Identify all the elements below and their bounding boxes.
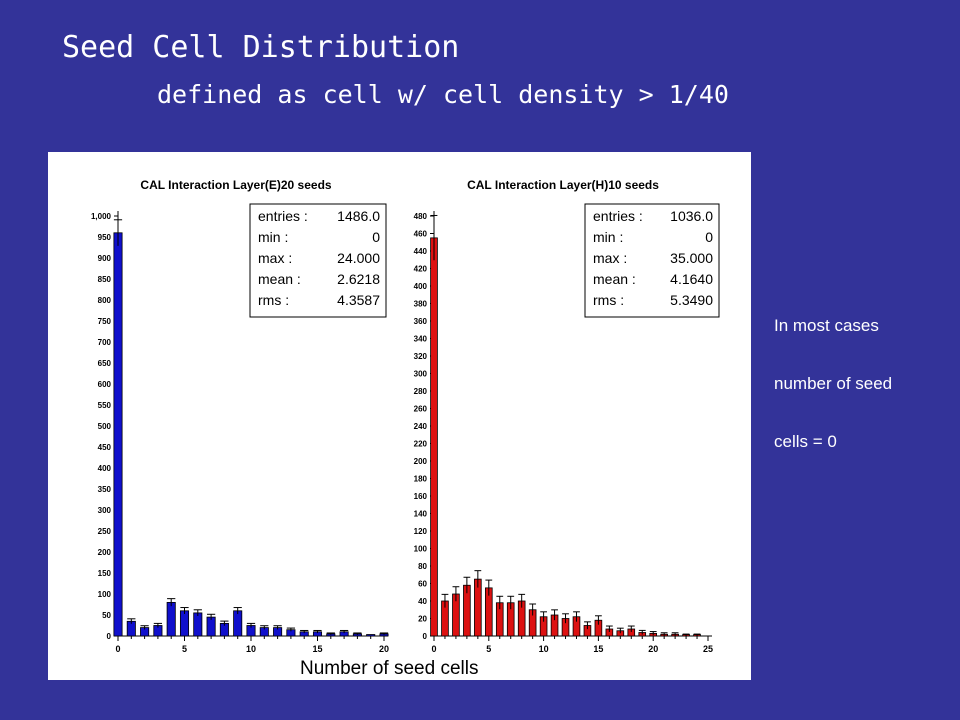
y-tick-label-1-19: 380 [414, 300, 428, 309]
stats-value-1-2: 35.000 [670, 250, 713, 266]
stats-label-0-4: rms : [258, 292, 289, 308]
stats-box-0 [249, 203, 387, 318]
x-axis-label: Number of seed cells [300, 658, 479, 679]
y-tick-label-1-14: 280 [414, 387, 428, 396]
y-tick-label-0-12: 600 [98, 380, 112, 389]
x-tick-label-0-3: 15 [312, 644, 322, 654]
side-note-line-1: In most cases [774, 316, 879, 335]
y-tick-label-1-13: 260 [414, 405, 428, 414]
stats-label-0-0: entries : [258, 208, 308, 224]
y-tick-label-1-1: 20 [418, 615, 427, 624]
stats-value-0-0: 1486.0 [337, 208, 380, 224]
y-tick-label-1-10: 200 [414, 457, 428, 466]
y-tick-label-1-0: 0 [423, 632, 428, 641]
y-tick-label-1-15: 300 [414, 370, 428, 379]
x-tick-label-0-4: 20 [379, 644, 389, 654]
x-tick-label-1-1: 5 [486, 644, 491, 654]
y-tick-label-0-6: 300 [98, 506, 112, 515]
stats-value-1-3: 4.1640 [670, 271, 713, 287]
y-tick-label-0-7: 350 [98, 485, 112, 494]
y-tick-label-1-23: 460 [414, 230, 428, 239]
y-tick-label-0-5: 250 [98, 527, 112, 536]
y-tick-label-1-16: 320 [414, 352, 428, 361]
x-tick-label-0-2: 10 [246, 644, 256, 654]
y-tick-label-0-10: 500 [98, 422, 112, 431]
side-note-line-2: number of seed [774, 374, 893, 393]
slide-title: Seed Cell Distribution [62, 30, 460, 65]
y-tick-label-0-17: 850 [98, 275, 112, 284]
stats-value-0-1: 0 [372, 229, 380, 245]
y-tick-label-1-12: 240 [414, 422, 428, 431]
y-tick-label-1-2: 40 [418, 597, 427, 606]
bar-0-5 [179, 610, 190, 637]
y-tick-label-1-5: 100 [414, 545, 428, 554]
y-tick-label-1-7: 140 [414, 510, 428, 519]
y-tick-label-1-4: 80 [418, 562, 427, 571]
stats-label-1-0: entries : [593, 208, 643, 224]
x-tick-label-1-4: 20 [648, 644, 658, 654]
stats-label-1-1: min : [593, 229, 623, 245]
y-tick-label-1-17: 340 [414, 335, 428, 344]
x-tick-label-0-1: 5 [182, 644, 187, 654]
y-tick-label-0-8: 400 [98, 464, 112, 473]
x-tick-label-1-3: 15 [593, 644, 603, 654]
y-tick-label-1-8: 160 [414, 492, 428, 501]
slide-subtitle: defined as cell w/ cell density > 1/40 [157, 80, 729, 109]
stats-label-1-4: rms : [593, 292, 624, 308]
x-tick-label-1-2: 10 [539, 644, 549, 654]
stats-value-1-0: 1036.0 [670, 208, 713, 224]
stats-value-1-4: 5.3490 [670, 292, 713, 308]
side-note-line-3: cells = 0 [774, 432, 837, 451]
y-tick-label-0-13: 650 [98, 359, 112, 368]
y-tick-label-1-6: 120 [414, 527, 428, 536]
stats-value-0-2: 24.000 [337, 250, 380, 266]
y-tick-label-0-15: 750 [98, 317, 112, 326]
y-tick-label-1-21: 420 [414, 265, 428, 274]
y-tick-label-1-24: 480 [414, 212, 428, 221]
y-tick-label-0-20: 1,000 [91, 212, 112, 221]
y-tick-label-0-4: 200 [98, 548, 112, 557]
bar-0-9 [233, 610, 243, 637]
y-tick-label-0-9: 450 [98, 443, 112, 452]
stats-value-1-1: 0 [705, 229, 713, 245]
y-tick-label-1-18: 360 [414, 317, 428, 326]
stats-label-1-2: max : [593, 250, 627, 266]
y-tick-label-0-3: 150 [98, 569, 112, 578]
y-tick-label-0-0: 0 [107, 632, 112, 641]
y-tick-label-1-11: 220 [414, 440, 428, 449]
y-tick-label-1-9: 180 [414, 475, 428, 484]
histogram-panel: CAL Interaction Layer(E)20 seeds 0 50 100 15… [48, 152, 751, 680]
y-tick-label-0-19: 950 [98, 233, 112, 242]
y-tick-label-1-20: 400 [414, 282, 428, 291]
bar-0-6 [193, 612, 203, 637]
x-tick-label-1-0: 0 [431, 644, 436, 654]
histograms-svg: CAL Interaction Layer(E)20 seeds05010015… [91, 178, 720, 654]
bar-0-0 [113, 232, 123, 637]
stats-label-0-2: max : [258, 250, 292, 266]
y-tick-label-0-11: 550 [98, 401, 112, 410]
stats-value-0-3: 2.6218 [337, 271, 380, 287]
chart-title-1: CAL Interaction Layer(H)10 seeds [467, 178, 659, 192]
stats-value-0-4: 4.3587 [337, 292, 380, 308]
stats-label-0-1: min : [258, 229, 288, 245]
chart-title-0: CAL Interaction Layer(E)20 seeds [140, 178, 332, 192]
stats-label-1-3: mean : [593, 271, 636, 287]
bar-1-4 [474, 578, 482, 637]
stats-label-0-3: mean : [258, 271, 301, 287]
y-tick-label-0-14: 700 [98, 338, 112, 347]
bar-1-0 [430, 237, 438, 637]
y-tick-label-1-3: 60 [418, 580, 427, 589]
y-tick-label-0-1: 50 [102, 611, 111, 620]
bar-0-4 [166, 601, 176, 637]
stats-box-1 [584, 203, 720, 318]
y-tick-label-1-22: 440 [414, 247, 428, 256]
bar-0-19 [366, 634, 376, 637]
y-tick-label-0-2: 100 [98, 590, 112, 599]
x-tick-label-0-0: 0 [115, 644, 120, 654]
y-tick-label-0-16: 800 [98, 296, 112, 305]
x-tick-label-1-5: 25 [703, 644, 713, 654]
y-tick-label-0-18: 900 [98, 254, 112, 263]
bar-0-7 [206, 616, 216, 637]
